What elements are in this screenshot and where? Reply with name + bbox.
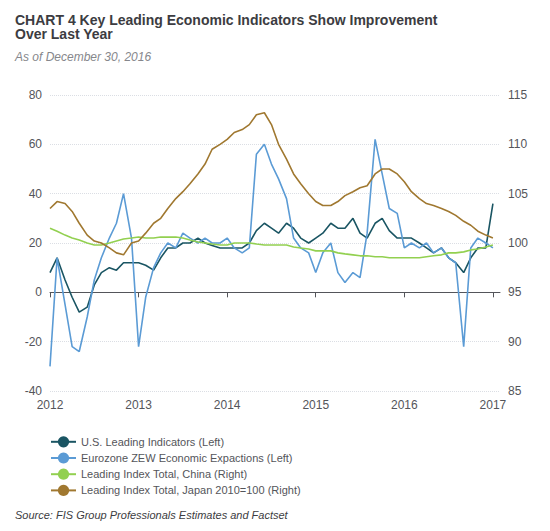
svg-text:60: 60	[29, 137, 43, 151]
svg-text:115: 115	[508, 88, 527, 102]
svg-text:-20: -20	[25, 335, 43, 349]
svg-text:85: 85	[508, 384, 522, 398]
svg-text:40: 40	[29, 187, 43, 201]
svg-text:2013: 2013	[125, 398, 152, 412]
svg-text:95: 95	[508, 285, 522, 299]
svg-text:105: 105	[508, 187, 528, 201]
svg-text:2014: 2014	[214, 398, 241, 412]
svg-text:2015: 2015	[302, 398, 329, 412]
svg-text:U.S. Leading Indicators (Left): U.S. Leading Indicators (Left)	[81, 436, 224, 448]
svg-text:Leading Index Total, China (Ri: Leading Index Total, China (Right)	[81, 468, 247, 480]
svg-text:Leading Index Total, Japan 201: Leading Index Total, Japan 2010=100 (Rig…	[81, 484, 301, 496]
svg-text:Over Last Year: Over Last Year	[15, 26, 113, 42]
svg-text:2017: 2017	[480, 398, 507, 412]
svg-text:Source: FIS Group Professional: Source: FIS Group Professionals Estimate…	[15, 509, 289, 521]
svg-text:Eurozone ZEW Economic Expactio: Eurozone ZEW Economic Expactions (Left)	[81, 452, 293, 464]
svg-text:CHART 4 Key Leading Economic I: CHART 4 Key Leading Economic Indicators …	[15, 12, 438, 28]
svg-text:90: 90	[508, 335, 522, 349]
svg-text:80: 80	[29, 88, 43, 102]
svg-text:0: 0	[35, 285, 42, 299]
svg-text:2012: 2012	[37, 398, 64, 412]
svg-text:100: 100	[508, 236, 528, 250]
svg-text:20: 20	[29, 236, 43, 250]
svg-text:110: 110	[508, 137, 527, 151]
svg-text:2016: 2016	[391, 398, 418, 412]
svg-text:As of December 30, 2016: As of December 30, 2016	[14, 50, 151, 64]
svg-text:-40: -40	[25, 384, 43, 398]
